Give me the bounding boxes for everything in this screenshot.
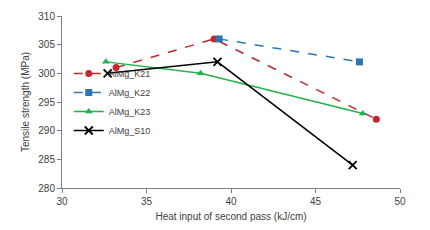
- svg-text:Heat input of second pass (kJ/: Heat input of second pass (kJ/cm): [155, 211, 306, 222]
- svg-text:50: 50: [394, 196, 406, 207]
- svg-text:305: 305: [38, 39, 55, 50]
- svg-text:AlMg_K21: AlMg_K21: [109, 69, 151, 79]
- svg-text:AlMg_K23: AlMg_K23: [109, 107, 151, 117]
- svg-text:30: 30: [56, 196, 68, 207]
- svg-text:290: 290: [38, 125, 55, 136]
- svg-text:AlMg_S10: AlMg_S10: [109, 126, 151, 136]
- svg-text:295: 295: [38, 97, 55, 108]
- svg-text:300: 300: [38, 68, 55, 79]
- svg-text:40: 40: [225, 196, 237, 207]
- svg-text:AlMg_K22: AlMg_K22: [109, 88, 151, 98]
- svg-text:285: 285: [38, 154, 55, 165]
- svg-text:310: 310: [38, 11, 55, 22]
- svg-text:Tensile strength (MPa): Tensile strength (MPa): [20, 52, 31, 152]
- svg-text:35: 35: [141, 196, 153, 207]
- svg-text:45: 45: [310, 196, 322, 207]
- svg-text:280: 280: [38, 183, 55, 194]
